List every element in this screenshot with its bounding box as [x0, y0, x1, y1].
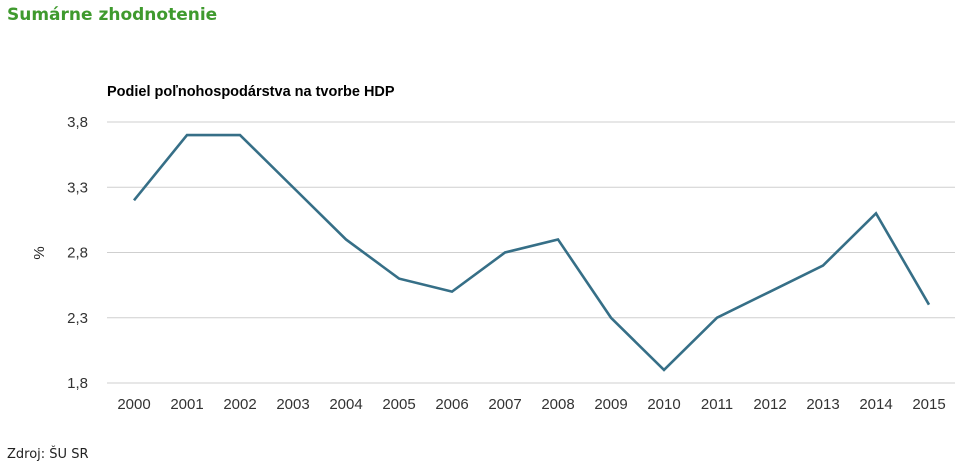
y-axis-label: %	[31, 246, 48, 259]
chart-title: Podiel poľnohospodárstva na tvorbe HDP	[107, 84, 395, 100]
y-tick-label: 3,8	[67, 114, 88, 131]
section-title: Sumárne zhodnotenie	[7, 5, 218, 25]
x-axis-ticks: 2000 2001 2002 2003 2004 2005 2006 2007 2008 2009…	[117, 396, 945, 413]
x-tick-label: 2005	[382, 396, 415, 413]
y-tick-label: 1,8	[67, 375, 88, 392]
x-tick-label: 2002	[223, 396, 256, 413]
x-tick-label: 2013	[806, 396, 839, 413]
x-tick-label: 2004	[329, 396, 362, 413]
y-tick-label: 2,8	[67, 245, 88, 262]
gridlines	[107, 121, 955, 384]
x-tick-label: 2006	[435, 396, 468, 413]
x-tick-label: 2015	[912, 396, 945, 413]
x-tick-label: 2007	[488, 396, 521, 413]
x-tick-label: 2009	[594, 396, 627, 413]
y-tick-label: 2,3	[67, 310, 88, 327]
x-tick-label: 2014	[859, 396, 892, 413]
y-axis-ticks: 1,8 2,3 2,8 3,3 3,8	[67, 114, 88, 392]
x-tick-label: 2010	[647, 396, 680, 413]
x-tick-label: 2001	[170, 396, 203, 413]
x-tick-label: 2011	[701, 396, 733, 413]
x-tick-label: 2003	[276, 396, 309, 413]
series-line	[132, 133, 931, 372]
y-tick-label: 3,3	[67, 179, 88, 196]
x-tick-label: 2000	[117, 396, 150, 413]
series-layer	[132, 133, 931, 372]
source-note: Zdroj: ŠU SR	[7, 447, 89, 462]
x-tick-label: 2008	[541, 396, 574, 413]
x-tick-label: 2012	[753, 396, 786, 413]
